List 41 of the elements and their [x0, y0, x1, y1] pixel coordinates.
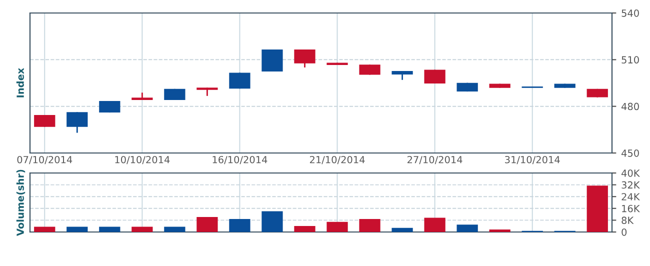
bar	[34, 226, 56, 232]
bar	[424, 218, 446, 232]
y-tick-label: 40K	[622, 169, 640, 177]
y-tick-label: 8K	[622, 216, 634, 224]
y-tick-label: 540	[622, 9, 639, 17]
x-tick-label: 21/10/2014	[310, 156, 365, 164]
candlestick	[34, 114, 56, 128]
x-tick-label: 27/10/2014	[407, 156, 462, 164]
bar	[132, 226, 153, 232]
bar	[456, 224, 478, 232]
bar	[294, 226, 316, 232]
candlestick	[359, 64, 380, 76]
y-tick-label: 16K	[622, 204, 640, 212]
candlestick	[294, 48, 316, 68]
bar	[99, 226, 120, 232]
y-tick-label: 480	[622, 102, 639, 110]
x-tick-label: 07/10/2014	[17, 156, 72, 164]
candlestick	[66, 111, 88, 134]
y-axis-title: Index	[16, 68, 24, 98]
bar	[196, 216, 218, 232]
y-tick-label: 510	[622, 56, 639, 64]
y-tick-label: 32K	[622, 181, 640, 189]
bar	[586, 186, 608, 232]
y-tick-label: 24K	[622, 193, 640, 200]
y-tick-label: 0	[622, 228, 627, 236]
candlestick	[424, 69, 446, 84]
y-axis-title: Volume(shr)	[16, 170, 26, 236]
x-tick-label: 31/10/2014	[505, 156, 560, 164]
bar	[326, 222, 348, 232]
candlestick	[229, 72, 250, 90]
bar	[66, 226, 88, 232]
candlestick	[262, 50, 283, 72]
bar	[262, 211, 283, 232]
bar	[359, 219, 380, 232]
bar	[392, 228, 413, 232]
bar	[164, 226, 186, 232]
bar	[229, 219, 250, 232]
x-tick-label: 16/10/2014	[212, 156, 268, 164]
bar	[489, 229, 510, 232]
x-tick-label: 10/10/2014	[115, 156, 170, 164]
y-tick-label: 450	[622, 149, 639, 157]
